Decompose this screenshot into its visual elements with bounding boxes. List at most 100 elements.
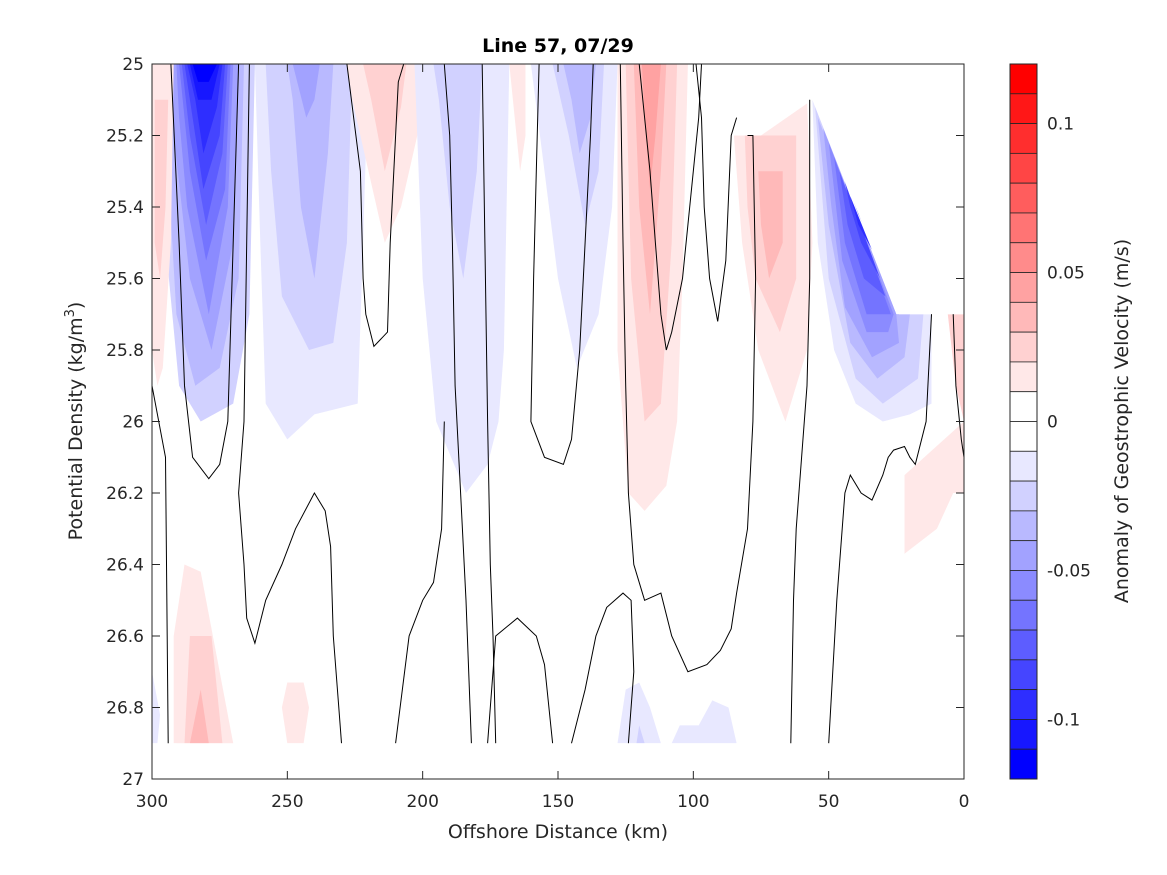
zero-contour-line (152, 385, 169, 744)
colorbar-bin (1009, 421, 1038, 452)
y-tick-label: 26 (122, 413, 144, 433)
colorbar-bin (1009, 629, 1038, 661)
colorbar-bin (1009, 570, 1038, 601)
x-axis: 300 250 200 150 100 50 0 (136, 64, 970, 812)
colorbar-bin (1009, 391, 1038, 422)
zero-contours (152, 64, 964, 744)
y-tick-label: 26.8 (106, 699, 144, 719)
colorbar-label: Anomaly of Geostrophic Velocity (m/s) (1111, 239, 1133, 603)
masked-region (812, 64, 964, 315)
x-tick-label: 50 (818, 792, 840, 812)
colorbar-bin (1009, 331, 1038, 363)
zero-contour-line (487, 617, 554, 744)
contour-fill-region (617, 682, 661, 744)
zero-contour-line (170, 64, 240, 480)
zero-contour-line (481, 64, 497, 744)
y-axis-title: Potential Density (kg/m3) (63, 302, 87, 541)
colorbar-bin (1009, 659, 1038, 691)
contour-fill-region (641, 64, 661, 190)
colorbar-bin (1009, 361, 1038, 393)
colorbar-bin (1009, 93, 1038, 124)
zero-contour-line (346, 64, 405, 348)
y-axis: 25 25.2 25.4 25.6 25.8 26 26.2 26.4 26.6 26.8 27 (106, 55, 964, 790)
colorbar-bin (1009, 748, 1038, 780)
colorbar-bin (1009, 242, 1038, 273)
zero-contour-line (790, 99, 811, 744)
y-tick-label: 26.6 (106, 627, 144, 647)
colorbar-tick-label: 0.1 (1047, 115, 1074, 135)
contour-fill-region (292, 64, 320, 118)
contour-fill-region (184, 636, 223, 744)
contour-fill-region (287, 64, 334, 279)
zero-contour-line (638, 64, 702, 351)
contour-fill-region (563, 64, 596, 154)
colorbar-bin (1009, 599, 1038, 631)
contour-fill-region (192, 64, 217, 82)
chart-title: Line 57, 07/29 (482, 35, 634, 57)
contour-fill-region (414, 64, 510, 493)
contour-fills (152, 64, 964, 779)
colorbar-frame (1009, 63, 1038, 780)
colorbar-bin (1009, 510, 1038, 542)
colorbar-bin (1009, 689, 1038, 720)
colorbar-bin (1009, 123, 1038, 154)
colorbar-bin (1009, 152, 1038, 184)
contour-fill-region (154, 99, 169, 279)
colorbar-bin (1009, 719, 1038, 750)
colorbar-bin (1009, 212, 1038, 244)
x-tick-label: 200 (406, 792, 438, 812)
x-tick-label: 150 (542, 792, 574, 812)
x-tick-label: 100 (677, 792, 709, 812)
colorbar-tick-label: -0.05 (1047, 561, 1091, 581)
colorbar-tick-label: -0.1 (1047, 710, 1080, 730)
x-tick-label: 0 (959, 792, 970, 812)
x-tick-label: 300 (136, 792, 168, 812)
zero-contour-line (395, 421, 445, 744)
y-axis-title-main: Potential Density (kg/m (65, 317, 87, 540)
y-tick-label: 25.6 (106, 270, 144, 290)
colorbar-bin (1009, 480, 1038, 512)
contour-fill-region (904, 421, 964, 554)
y-tick-label: 25.8 (106, 341, 144, 361)
zero-contour-line (443, 64, 472, 744)
colorbar: 0.1 0.05 0 -0.05 -0.1 (1009, 63, 1091, 780)
contour-fill-region (758, 171, 783, 279)
y-tick-label: 27 (122, 770, 144, 790)
zero-contour-line (952, 314, 964, 458)
zero-contour-line (828, 314, 932, 744)
y-tick-label: 25.4 (106, 198, 144, 218)
y-tick-label: 25.2 (106, 127, 144, 147)
y-axis-title-end: ) (65, 302, 87, 309)
colorbar-bin (1009, 301, 1038, 333)
masked-region (152, 743, 964, 779)
zero-contour-line (238, 64, 342, 744)
y-axis-title-superscript: 3 (63, 309, 78, 317)
contour-fill-region (281, 682, 309, 744)
colorbar-bin (1009, 450, 1038, 482)
colorbar-tick-label: 0 (1047, 413, 1058, 433)
contour-fill-region (947, 314, 964, 422)
plot-area: 300 250 200 150 100 50 0 2525.225.425.625.8262… (106, 55, 969, 812)
masked-region (720, 64, 813, 136)
contour-fill-region (633, 64, 667, 315)
zero-contour-line (619, 64, 757, 673)
colorbar-tick-label: 0.05 (1047, 264, 1085, 284)
contour-fill-region (636, 725, 645, 744)
x-axis-title: Offshore Distance (km) (448, 821, 668, 843)
contour-fill-region (363, 64, 407, 172)
contour-fill-region (509, 64, 526, 172)
y-tick-label: 26.2 (106, 484, 144, 504)
zero-contour-line (695, 64, 738, 322)
colorbar-bin (1009, 63, 1038, 95)
colorbar-bin (1009, 272, 1038, 303)
contour-fill-region (671, 700, 737, 744)
colorbar-bin (1009, 182, 1038, 214)
contour-fill-region (189, 689, 209, 744)
x-tick-label: 250 (271, 792, 303, 812)
zero-contour-line (530, 64, 594, 466)
contour-fill-region (850, 196, 872, 250)
colorbar-bin (1009, 540, 1038, 571)
contour-fill-region (433, 64, 483, 279)
y-tick-label: 26.4 (106, 556, 144, 576)
